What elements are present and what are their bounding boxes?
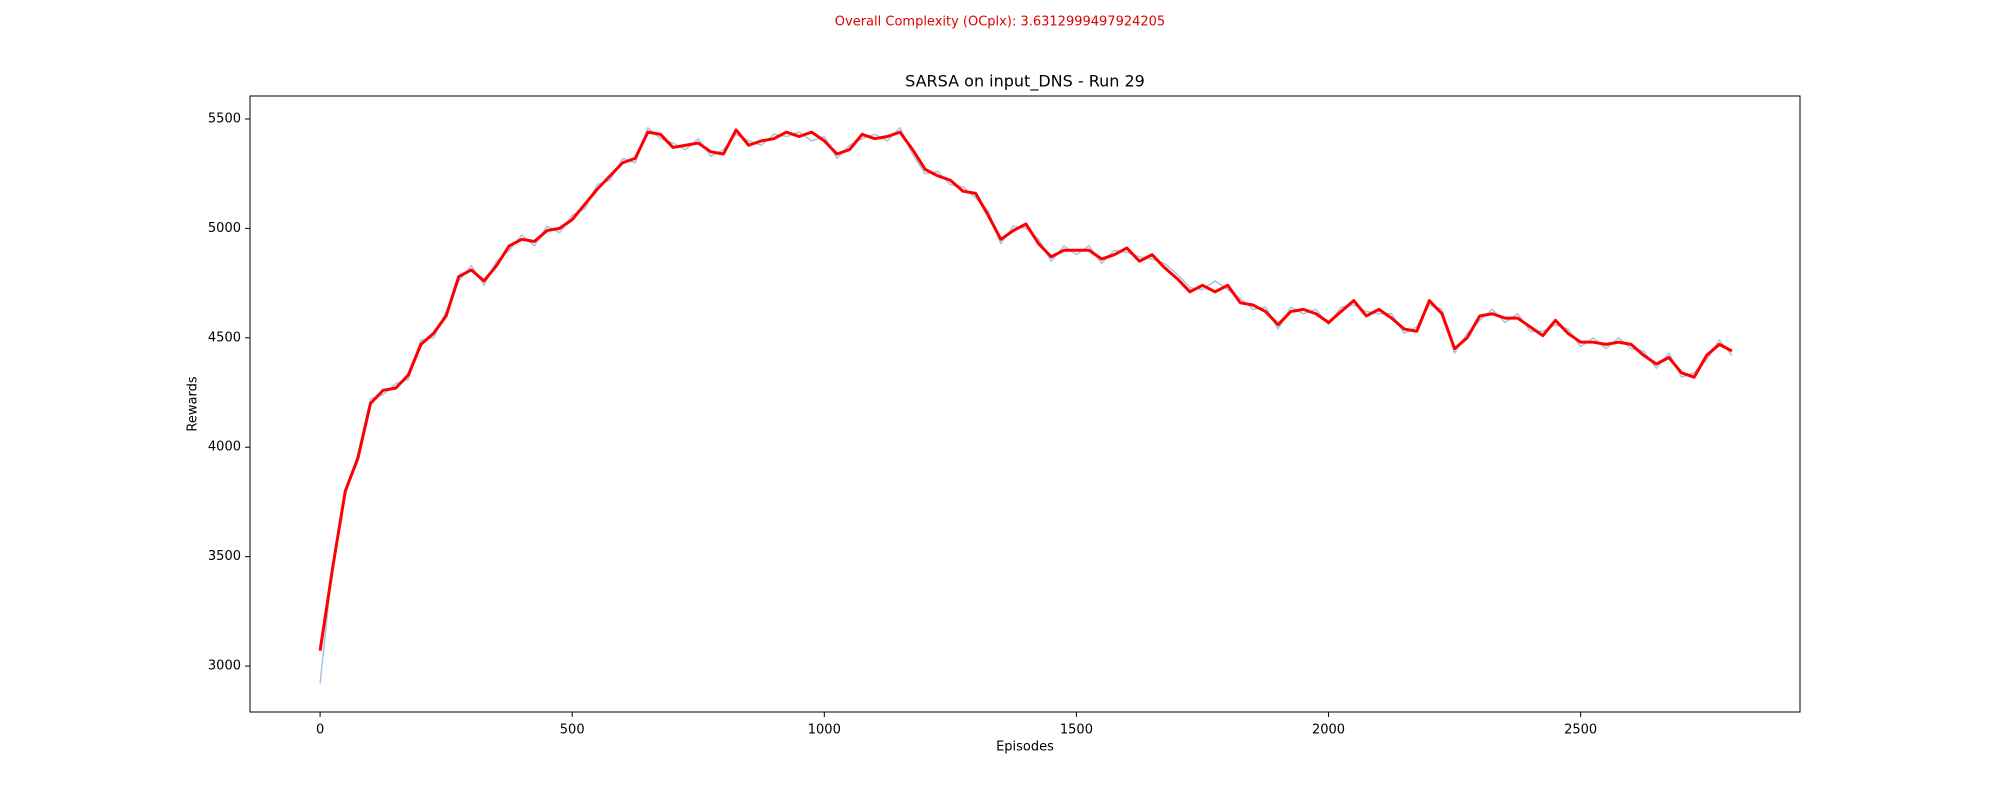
y-tick-label: 3000 [208, 659, 241, 674]
y-tick-label: 5000 [208, 221, 241, 236]
smoothed-line [318, 128, 1733, 651]
plot-frame [249, 95, 1801, 713]
x-tick-label: 1500 [1060, 723, 1093, 738]
x-tick-label: 1000 [808, 723, 841, 738]
y-tick-label: 4000 [208, 440, 241, 455]
y-tick-label: 3500 [208, 549, 241, 564]
y-tick-label: 4500 [208, 330, 241, 345]
x-tick-label: 500 [560, 723, 585, 738]
suptitle: Overall Complexity (OCplx): 3.6312999497… [835, 15, 1165, 30]
y-tick-label: 5500 [208, 111, 241, 126]
y-axis-label: Rewards [186, 376, 201, 431]
x-tick-label: 2000 [1312, 723, 1345, 738]
x-tick-label: 2500 [1564, 723, 1597, 738]
x-axis-label: Episodes [996, 740, 1054, 755]
raw-line [319, 126, 1733, 684]
chart-title: SARSA on input_DNS - Run 29 [905, 72, 1145, 92]
x-tick-label: 0 [316, 723, 324, 738]
